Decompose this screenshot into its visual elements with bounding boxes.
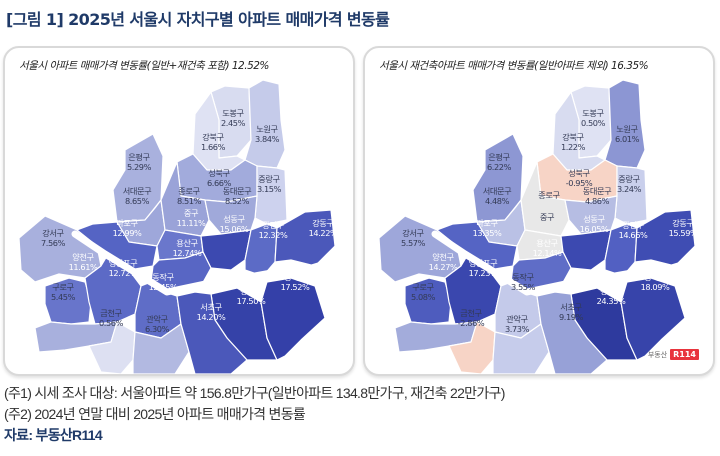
footnotes: (주1) 시세 조사 대상: 서울아파트 약 156.8만가구(일반아파트 13… — [4, 383, 505, 446]
panel-title: 서울시 재건축아파트 매매가격 변동률(일반아파트 제외) 16.35% — [379, 60, 649, 72]
district-seocho[interactable] — [176, 291, 248, 374]
map-panel-total: 서울시 아파트 매매가격 변동률(일반+재건축 포함) 12.52% 도봉구 2.… — [3, 46, 355, 376]
svg-text:성북구-0.95%: 성북구 -0.95% — [566, 168, 593, 188]
map-panel-reconstruction: 서울시 재건축아파트 매매가격 변동률(일반아파트 제외) 16.35% 도봉구… — [363, 46, 715, 376]
district-gangdong[interactable] — [634, 209, 696, 267]
r114-logo: 부동산 R114 — [648, 349, 699, 360]
district-seocho[interactable] — [536, 291, 608, 374]
district-songpa[interactable] — [620, 277, 686, 361]
district-gwanak[interactable] — [492, 323, 550, 374]
footnote-1: (주1) 시세 조사 대상: 서울아파트 약 156.8만가구(일반아파트 13… — [4, 385, 505, 401]
district-nowon[interactable] — [244, 79, 286, 169]
svg-text:금천구-2.86%: 금천구 -2.86% — [458, 308, 485, 328]
han-river — [431, 230, 709, 296]
district-gwangjin[interactable] — [604, 223, 638, 277]
district-gwanak[interactable] — [132, 323, 190, 374]
district-yangcheon[interactable] — [44, 277, 92, 325]
district-songpa[interactable] — [260, 277, 326, 361]
logo-text: 부동산 — [647, 350, 668, 359]
seoul-district-map: 도봉구 0.50% 노원구 6.01% 강북구 1.22% 은평구 6.22% 성북구 -… — [378, 79, 709, 374]
seoul-district-map: 도봉구 2.45% 노원구 3.84% 강북구 1.66% 은평구 5.29% 성북구 6… — [18, 79, 349, 374]
svg-text:종로구: 종로구 — [538, 190, 560, 200]
district-yangcheon[interactable] — [404, 277, 452, 325]
district-gwangjin[interactable] — [244, 223, 278, 277]
svg-text:중구: 중구 — [540, 212, 555, 222]
district-nowon[interactable] — [604, 79, 646, 169]
district-gangdong[interactable] — [274, 209, 336, 267]
han-river — [71, 230, 349, 296]
figure-title: [그림 1] 2025년 서울시 자치구별 아파트 매매가격 변동률 — [6, 10, 390, 29]
source-credit: 자료: 부동산R114 — [4, 427, 103, 443]
footnote-2: (주2) 2024년 연말 대비 2025년 아파트 매매가격 변동률 — [4, 406, 306, 422]
panel-title: 서울시 아파트 매매가격 변동률(일반+재건축 포함) 12.52% — [19, 60, 269, 72]
logo-badge: R114 — [670, 349, 699, 360]
